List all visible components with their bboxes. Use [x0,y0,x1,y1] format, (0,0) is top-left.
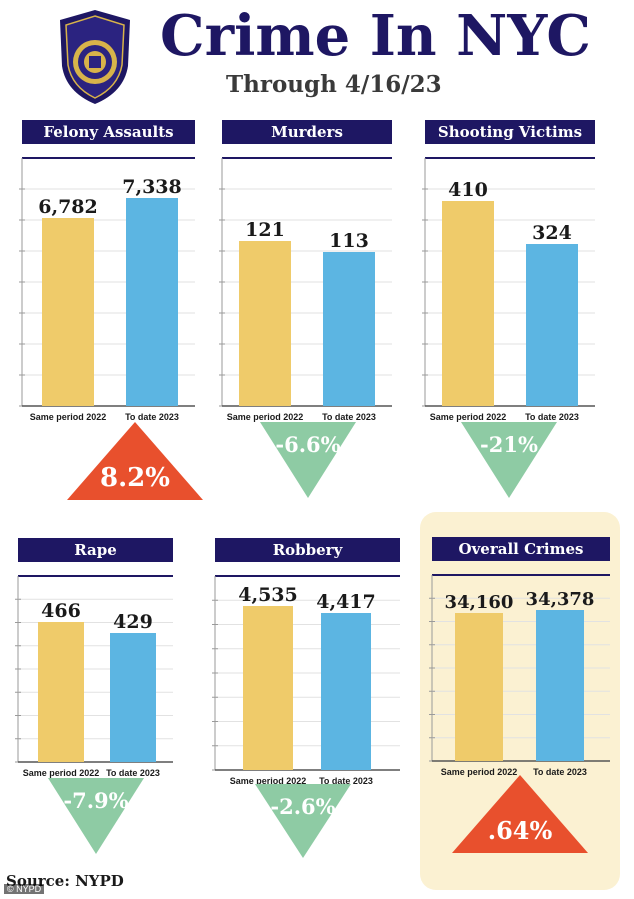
percent-change-label: 8.2% [100,463,170,493]
bar-value-label: 429 [113,611,153,633]
category-label: To date 2023 [106,768,160,778]
photo-credit: © NYPD [4,884,45,894]
panel-title-felony-assaults: Felony Assaults [22,120,195,144]
increase-triangle [452,775,588,853]
percent-change-label: -21% [480,432,538,457]
bar-value-label: 6,782 [38,196,98,218]
chart-felony-assaults: 6,782 Same period 2022 7,338 To date 2023 8.… [19,157,203,500]
bar-2022 [38,622,84,762]
bar-value-label: 324 [532,222,572,244]
bar-value-label: 4,417 [316,591,376,613]
bar-2022 [442,201,494,406]
panel-title-overall-crimes: Overall Crimes [432,537,610,561]
bar-value-label: 7,338 [122,176,182,198]
category-label: Same period 2022 [441,767,518,777]
panel-title-shooting-victims: Shooting Victims [425,120,595,144]
category-label: Same period 2022 [23,768,100,778]
percent-change-label: -6.6% [275,432,340,457]
panel-title-robbery: Robbery [215,538,400,562]
decrease-triangle [48,778,144,854]
decrease-triangle [260,422,356,498]
bar-value-label: 410 [448,179,488,201]
chart-rape: 466 Same period 2022 429 To date 2023 -7.9% [15,575,173,854]
nypd-badge-logo [60,10,130,104]
bar-value-label: 121 [245,219,285,241]
bar-2022 [243,606,293,770]
bar-2023 [536,610,584,761]
percent-change-label: -7.9% [63,788,128,813]
bar-value-label: 34,160 [445,592,514,613]
bar-2022 [455,613,503,761]
chart-overall-crimes: 34,160 Same period 2022 34,378 To date 2023… [429,574,610,853]
bar-value-label: 34,378 [526,589,595,610]
bar-value-label: 113 [329,230,369,252]
panel-title-rape: Rape [18,538,173,562]
percent-change-label: .64% [488,816,553,845]
bar-2023 [526,244,578,406]
category-label: To date 2023 [533,767,587,777]
page-subtitle: Through 4/16/23 [226,71,442,98]
category-label: To date 2023 [319,776,373,786]
category-label: Same period 2022 [227,412,304,422]
bar-2023 [110,633,156,762]
decrease-triangle [461,422,557,498]
page-title: Crime In NYC [160,3,591,69]
bar-value-label: 466 [41,600,81,622]
percent-change-label: -2.6% [270,794,335,819]
bar-2022 [42,218,94,406]
category-label: To date 2023 [125,412,179,422]
bar-2023 [321,613,371,770]
panel-title-murders: Murders [222,120,392,144]
category-label: Same period 2022 [430,412,507,422]
category-label: To date 2023 [322,412,376,422]
bar-value-label: 4,535 [238,584,298,606]
decrease-triangle [255,784,351,858]
bar-2023 [126,198,178,406]
header: Crime In NYC Through 4/16/23 [0,0,634,110]
chart-robbery: 4,535 Same period 2022 4,417 To date 2023 -2… [212,575,400,858]
bar-2023 [323,252,375,406]
increase-triangle [67,422,203,500]
chart-shooting-victims: 410 Same period 2022 324 To date 2023 -21% [422,157,595,498]
category-label: To date 2023 [525,412,579,422]
bar-2022 [239,241,291,406]
category-label: Same period 2022 [30,412,107,422]
category-label: Same period 2022 [230,776,307,786]
chart-murders: 121 Same period 2022 113 To date 2023 -6.6% [219,157,392,498]
